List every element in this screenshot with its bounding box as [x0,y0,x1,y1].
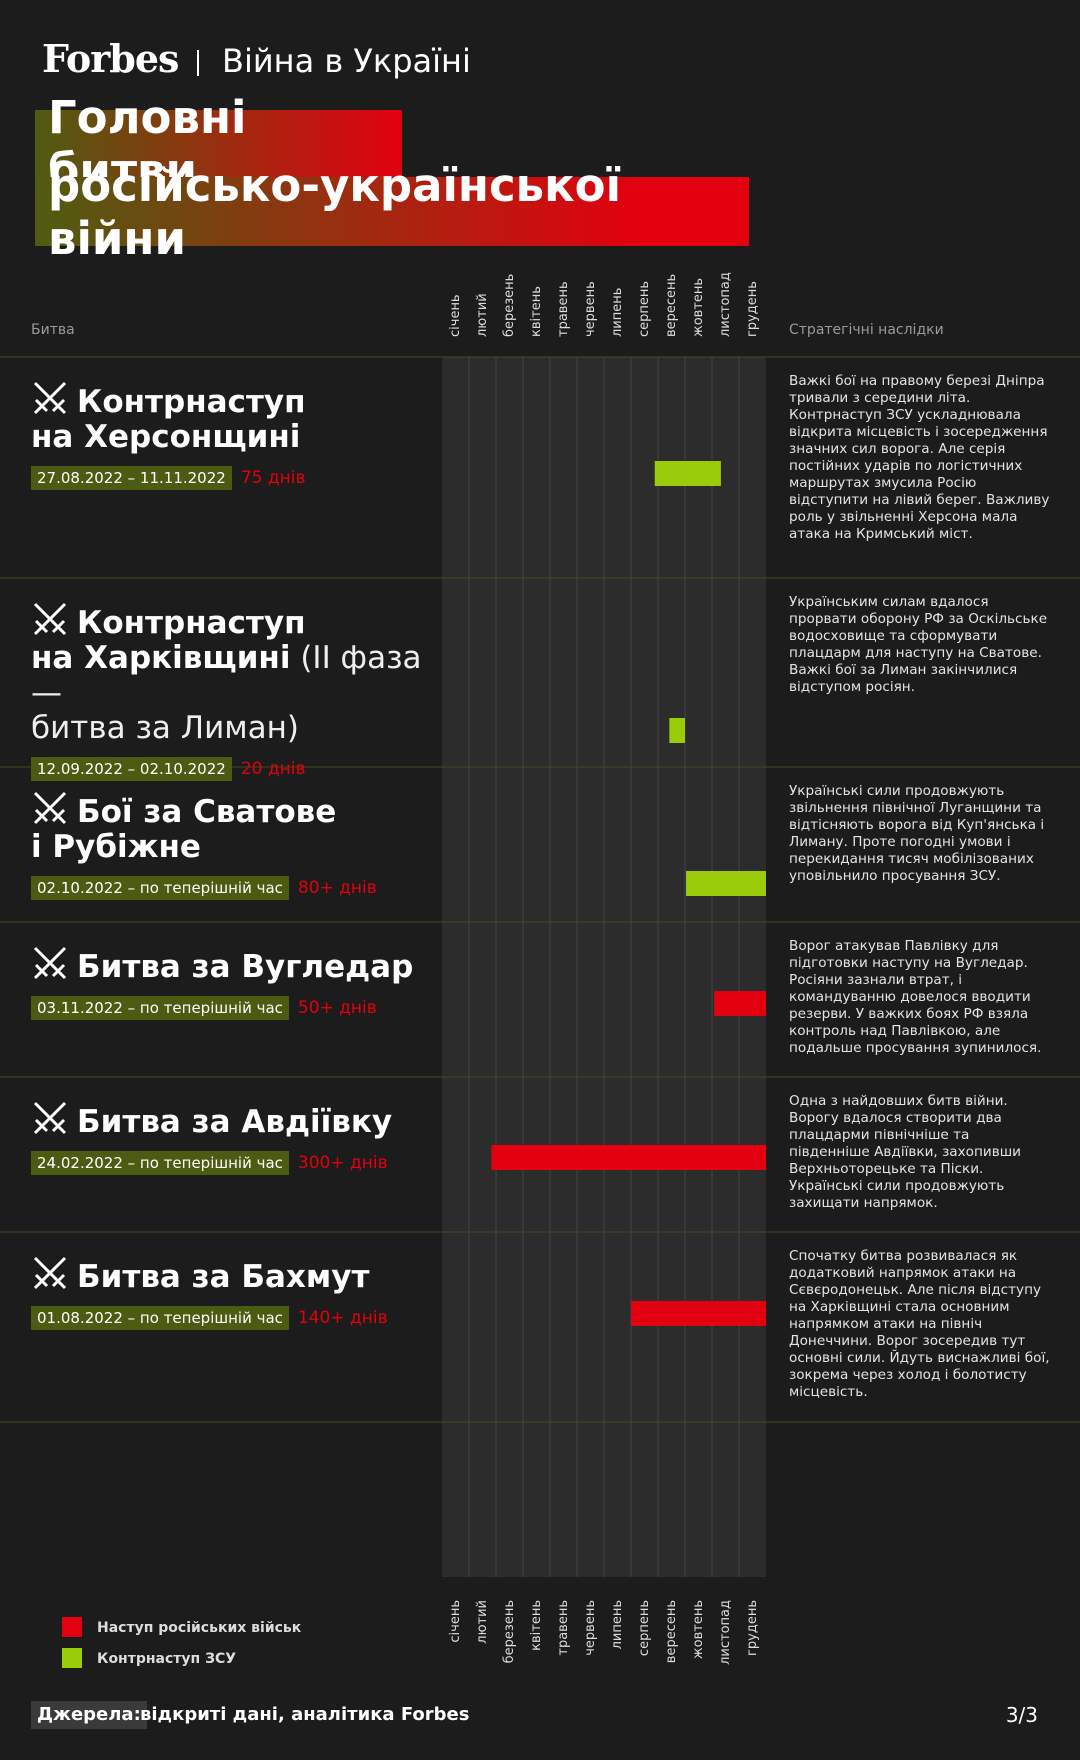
month-label: лютий [475,293,490,337]
month-label: липень [610,1600,625,1649]
description: Українським силам вдалося прорвати оборо… [789,594,1048,695]
month-label: серпень [637,281,652,337]
battle-bar [714,991,766,1016]
battle: Бої за Сватове і Рубіжне 02.10.2022 – по … [31,789,441,900]
column-header: Битва [31,322,75,338]
dates: 24.02.2022 – по теперішній час [31,1151,289,1175]
swords-icon [33,1101,67,1135]
description: Спочатку битва розвивалася як додатковий… [789,1248,1050,1400]
duration: 80+ днів [297,878,377,898]
description: Важкі бої на правому березі Дніпра трива… [789,373,1050,542]
month-label: листопад [718,272,733,337]
battle-bar [491,1145,766,1170]
duration: 140+ днів [297,1308,388,1328]
dates: 01.08.2022 – по теперішній час [31,1306,289,1330]
description: Українські сили продовжують звільнення п… [789,783,1045,884]
swords-icon [33,602,67,636]
dates: 02.10.2022 – по теперішній час [31,876,289,900]
date-line: 02.10.2022 – по теперішній час 80+ днів [31,876,441,900]
date-line: 03.11.2022 – по теперішній час 50+ днів [31,996,441,1020]
month-label: липень [610,288,625,337]
month-label: червень [583,1600,598,1656]
battle-name: Битва за Вугледар [77,949,414,985]
date-line: 12.09.2022 – 02.10.2022 20 днів [31,757,441,781]
battle-bar [686,871,766,896]
duration: 50+ днів [297,998,377,1018]
legend-label: Наступ російських військ [97,1620,302,1636]
battle: Битва за Бахмут 01.08.2022 – по теперішні… [31,1254,441,1330]
description: Одна з найдовших битв війни. Ворогу вдал… [789,1093,1022,1211]
month-label: вересень [664,1600,679,1663]
page-number: 3/3 [1005,1703,1038,1727]
swords-icon [33,946,67,980]
month-label: січень [448,294,463,337]
month-label: січень [448,1600,463,1643]
month-label: жовтень [691,1600,706,1659]
logo: Forbes [42,36,179,81]
duration: 300+ днів [297,1153,388,1173]
dates: 27.08.2022 – 11.11.2022 [31,466,232,490]
battle-name: Контрнаступ на Харківщині [31,605,306,676]
legend-swatch [62,1648,82,1668]
month-label: жовтень [691,278,706,337]
swords-icon [33,1256,67,1290]
battle-title: Контрнаступ на Харківщині (ІІ фаза — бит… [31,600,441,746]
section: Війна в Україні [222,42,471,80]
battle-subtitle: (ІІ фаза — битва за Лиман) [31,640,422,746]
dates: 03.11.2022 – по теперішній час [31,996,289,1020]
legend-swatch [62,1617,82,1637]
month-label: грудень [745,281,760,337]
battle: Контрнаступ на Херсонщині 27.08.2022 – 11… [31,379,441,490]
month-label: травень [556,281,571,337]
duration: 20 днів [240,759,306,779]
date-line: 01.08.2022 – по теперішній час 140+ днів [31,1306,441,1330]
battle: Контрнаступ на Харківщині (ІІ фаза — бит… [31,600,441,781]
battle-name: Контрнаступ на Херсонщині [31,384,306,455]
month-label: квітень [529,1600,544,1651]
month-label: серпень [637,1600,652,1656]
title-line: російсько-української війни [35,159,749,265]
battle-title: Бої за Сватове і Рубіжне [31,789,441,865]
battle-name: Битва за Авдіївку [77,1104,393,1140]
battle-title: Битва за Вугледар [31,944,441,985]
duration: 75 днів [240,468,306,488]
battle: Битва за Вугледар 03.11.2022 – по теперіш… [31,944,441,1020]
month-label: грудень [745,1600,760,1656]
battle-name: Битва за Бахмут [77,1259,370,1295]
battle-bar [631,1301,766,1326]
date-line: 24.02.2022 – по теперішній час 300+ днів [31,1151,441,1175]
month-label: травень [556,1600,571,1656]
month-label: вересень [664,274,679,337]
battle-title: Контрнаступ на Херсонщині [31,379,441,455]
date-line: 27.08.2022 – 11.11.2022 75 днів [31,466,441,490]
month-label: лютий [475,1600,490,1644]
month-label: листопад [718,1600,733,1665]
battle-bar [654,461,721,486]
battle-name: Бої за Сватове і Рубіжне [31,794,337,865]
dates: 12.09.2022 – 02.10.2022 [31,757,232,781]
source: відкриті дані, аналітика Forbes [140,1704,470,1725]
swords-icon [33,791,67,825]
source-label: Джерела: [31,1701,147,1729]
battle-bar [669,718,685,743]
month-label: квітень [529,286,544,337]
swords-icon [33,381,67,415]
separator [197,50,199,76]
battle: Битва за Авдіївку 24.02.2022 – по теперіш… [31,1099,441,1175]
column-header: Стратегічні наслідки [789,322,944,338]
month-label: березень [502,274,517,337]
legend-label: Контрнаступ ЗСУ [97,1651,236,1667]
battle-title: Битва за Бахмут [31,1254,441,1295]
description: Ворог атакував Павлівку для підготовки н… [789,938,1042,1056]
month-label: червень [583,281,598,337]
month-label: березень [502,1600,517,1663]
battle-title: Битва за Авдіївку [31,1099,441,1140]
